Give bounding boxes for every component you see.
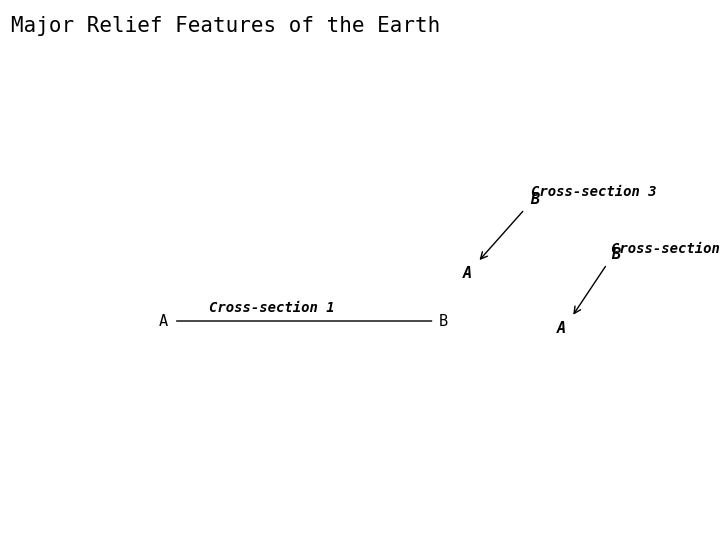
Text: A: A (557, 321, 566, 336)
Text: B: B (611, 247, 620, 262)
Text: Cross-section 2: Cross-section 2 (611, 242, 720, 256)
Text: A: A (159, 314, 168, 328)
Text: B: B (531, 192, 540, 207)
Text: Cross-section 1: Cross-section 1 (209, 301, 335, 315)
Text: B: B (438, 314, 448, 328)
Text: Major Relief Features of the Earth: Major Relief Features of the Earth (11, 16, 440, 36)
Text: A: A (462, 266, 472, 281)
Text: Cross-section 3: Cross-section 3 (531, 185, 656, 199)
